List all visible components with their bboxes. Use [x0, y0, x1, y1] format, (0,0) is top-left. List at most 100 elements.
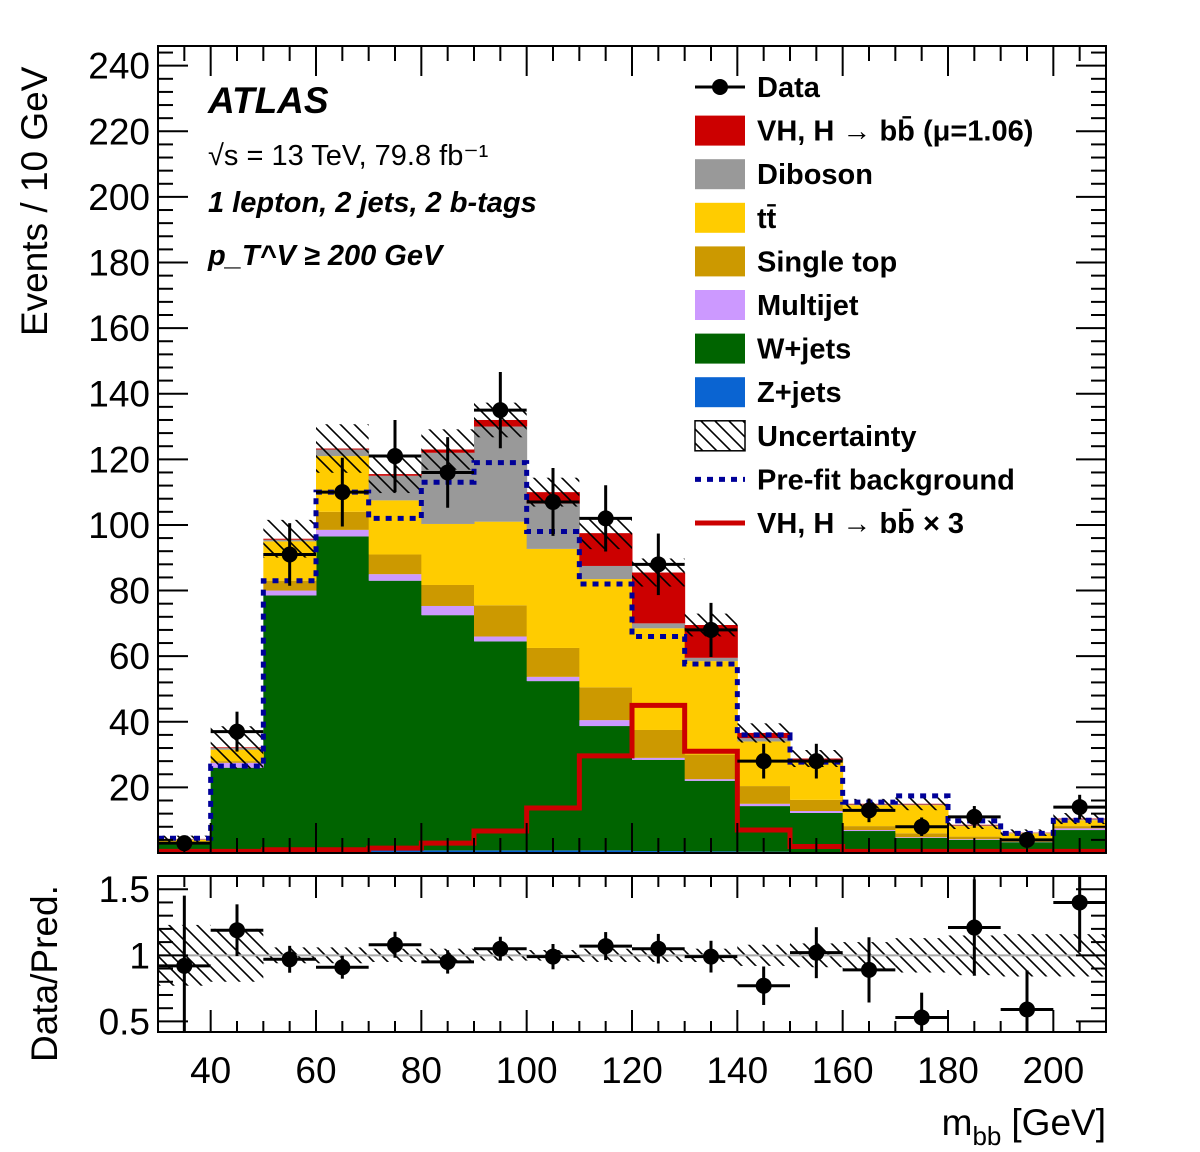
stack-bar-diboson [579, 565, 633, 580]
selection-label: 1 lepton, 2 jets, 2 b-tags [208, 187, 537, 219]
legend-label: Pre-fit background [757, 464, 1015, 496]
legend-item: VH, H → bb̄ × 3 [695, 508, 964, 540]
legend-label: W+jets [757, 334, 851, 366]
stack-bar-multijet [790, 811, 844, 813]
stack-bar-multijet [263, 590, 317, 596]
x-tick-label: 160 [812, 1050, 874, 1091]
ptv-label: p_T^V ≥ 200 GeV [207, 240, 445, 272]
stack-bar-single-top [368, 554, 422, 575]
ratio-y-axis-label: Data/Pred. [24, 885, 65, 1062]
ratio-point [650, 940, 667, 957]
ratio-point [1019, 1001, 1035, 1018]
stack-bar-diboson [632, 623, 686, 629]
ratio-point [1071, 894, 1088, 911]
data-point [861, 802, 877, 819]
stack-bar-single-top [737, 786, 791, 804]
stack-bar-multijet [421, 605, 475, 616]
ratio-panel: 40 60 80 100 120 140 160 180 200 0.5 1 1.5 [99, 869, 1107, 1091]
ratio-frame [157, 875, 1107, 1033]
ratio-point [966, 919, 983, 936]
stack-bar-multijet [526, 676, 580, 682]
data-point [650, 556, 667, 573]
legend-item: Pre-fit background [695, 464, 1015, 496]
stack-bar-single-top [1053, 826, 1107, 829]
legend-item: tt̄ [695, 202, 777, 235]
legend-item: W+jets [695, 333, 851, 366]
legend-item: Diboson [695, 159, 873, 191]
legend-label: VH, H → bb̄ × 3 [757, 508, 964, 540]
x-tick-label: 180 [917, 1050, 979, 1091]
legend-label: Diboson [757, 159, 873, 191]
y-tick-label: 100 [88, 505, 150, 546]
legend-label: Single top [757, 246, 897, 278]
legend-item: Uncertainty [694, 420, 917, 453]
stack-bar-w-jets [632, 759, 686, 852]
ratio-point [492, 940, 509, 957]
y-tick-label: 120 [88, 439, 150, 480]
legend-label: tt̄ [757, 203, 777, 235]
ratio-point [176, 957, 193, 974]
stack-bar-multijet [895, 837, 949, 838]
legend-data-marker [712, 79, 728, 95]
stack-bar-multijet [737, 803, 791, 807]
data-point [966, 808, 983, 825]
uncertainty-band [737, 723, 790, 743]
stack-bar-tt- [526, 548, 580, 648]
y-tick-label: 80 [109, 571, 150, 612]
stack-bar-tt- [579, 579, 633, 688]
stack-bar-multijet [316, 529, 370, 537]
stack-bar-single-top [421, 584, 475, 606]
x-tick-label: 100 [496, 1050, 558, 1091]
legend-label: Z+jets [757, 377, 842, 409]
data-point [597, 510, 614, 527]
uncertainty-band [895, 797, 948, 811]
stack-bar-multijet [474, 636, 528, 642]
prefit-background-line [158, 460, 1106, 841]
stack-bar-single-top [526, 647, 580, 677]
stack-bar-tt- [948, 826, 1002, 837]
data-point [913, 818, 930, 835]
stack-bar-tt- [421, 523, 475, 585]
main-panel: 20 40 60 80 100 120 140 160 180 200 220 240 [88, 45, 1107, 854]
stack-bar-multijet [684, 779, 738, 781]
legend-swatch [695, 115, 745, 146]
legend-item: Data [695, 72, 821, 104]
data-point [334, 484, 351, 501]
ratio-point [439, 953, 456, 970]
stack-bar-single-top [948, 836, 1002, 840]
x-tick-label: 40 [190, 1050, 231, 1091]
legend-label: Uncertainty [757, 421, 917, 453]
data-point [755, 753, 772, 770]
stack-bar-w-jets [368, 580, 422, 851]
data-point [1071, 799, 1088, 816]
stack-bar-w-jets [210, 767, 264, 852]
stack-bar-multijet [842, 830, 896, 832]
data-point [703, 621, 719, 638]
ratio-y-tick-label: 0.5 [99, 1001, 150, 1042]
ratio-point [387, 936, 403, 953]
y-tick-label: 240 [88, 46, 150, 87]
stack-bar-single-top [790, 799, 844, 812]
legend-swatch [695, 377, 745, 408]
y-tick-label: 200 [88, 177, 150, 218]
stack-bar-single-top [632, 729, 686, 758]
x-axis-label: mbb [GeV] [942, 1102, 1106, 1151]
stack-bar-w-jets [421, 615, 475, 851]
legend: Data VH, H → bb̄ (μ=1.06) Diboson tt̄ Single… [694, 72, 1033, 540]
stack-bar-tt- [368, 500, 422, 555]
stack-bar-w-jets [526, 681, 580, 851]
x-tick-label: 120 [601, 1050, 663, 1091]
stack-bar-single-top [579, 687, 633, 721]
signal-x3-line [158, 702, 1106, 854]
stack-bar-multijet [1053, 828, 1107, 831]
y-tick-label: 60 [109, 636, 150, 677]
data-point [387, 448, 403, 465]
data-point [229, 723, 245, 740]
stack-bar-tt- [684, 661, 738, 755]
legend-swatch [695, 333, 745, 364]
stack-bar-w-jets [263, 595, 317, 851]
stack-bar-tt- [632, 628, 686, 730]
legend-swatch [695, 202, 745, 233]
ratio-point [229, 922, 245, 939]
